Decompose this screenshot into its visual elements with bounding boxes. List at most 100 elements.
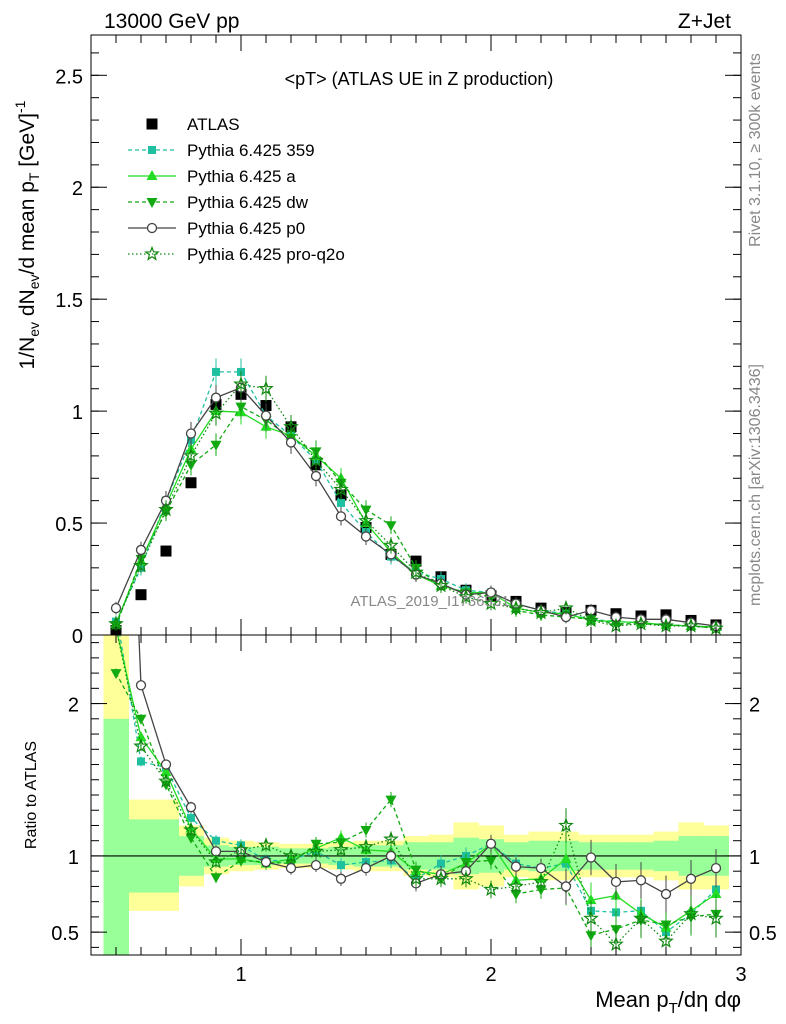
y-tick-label: 1.5: [55, 290, 83, 312]
pq2o-point: [358, 512, 374, 528]
pq2o-ratio-point: [308, 843, 324, 858]
pq2o-point: [233, 376, 249, 391]
dw-point: [235, 402, 247, 413]
pq2o-ratio-point: [683, 905, 699, 921]
pq2o-point: [408, 564, 424, 580]
ratio-series-a: [117, 635, 722, 947]
p0-point: [335, 511, 347, 522]
pq2o-point: [383, 537, 399, 553]
p0-point: [285, 437, 297, 448]
p0-ratio-point: [385, 850, 397, 862]
a-ratio-point: [585, 894, 597, 905]
dw-ratio-point: [185, 833, 197, 844]
main-panel: 0 0.5 1 1.5 2 2.5 <pT> (ATLAS UE in Z product…: [12, 34, 742, 648]
legend-marker: [144, 245, 160, 261]
ratio-y-tick-label-right: 1: [749, 847, 760, 869]
dw-ratio-line: [115, 672, 717, 936]
p359-point: [212, 367, 220, 376]
ratio-panel: 0.5 0.5 1 1 2 2 1 2 3 Ratio to ATLAS Mean pT/dη …: [23, 634, 777, 1017]
pq2o-point: [533, 604, 549, 620]
y-tick-label: 0.5: [55, 514, 83, 536]
p359-line: [115, 371, 717, 628]
pq2o-ratio-point: [283, 847, 299, 863]
p0-ratio-point: [185, 802, 197, 813]
p0-ratio-point: [485, 838, 497, 849]
ratio-y-tick-label: 0.5: [51, 923, 79, 945]
a-ratio-point: [135, 731, 147, 742]
ratio-y-tick-label-right: 2: [749, 695, 760, 717]
legend: ATLAS Pythia 6.425 359 Pythia 6.425 a Pythi…: [128, 115, 345, 264]
p0-ratio-line: [138, 635, 717, 895]
ratio-series-p359: [119, 635, 720, 951]
pq2o-point: [258, 380, 274, 396]
dw-ratio-point: [360, 826, 372, 837]
series-pq2o: [108, 371, 724, 635]
dw-point: [210, 440, 222, 451]
pq2o-ratio-point: [133, 737, 149, 753]
p0-point: [135, 544, 147, 556]
legend-entry: Pythia 6.425 p0: [128, 219, 305, 238]
pq2o-point: [133, 557, 149, 573]
p0-point: [185, 428, 197, 439]
p0-ratio-point: [710, 862, 722, 874]
pq2o-ratio-point: [333, 841, 349, 857]
ratio-series-p0: [135, 635, 722, 913]
legend-label: Pythia 6.425 dw: [187, 193, 309, 212]
legend-marker: [146, 198, 158, 208]
p0-line: [115, 386, 717, 627]
uncertainty-bands: [103, 635, 729, 955]
rivet-label: Rivet 3.1.10, ≥ 300k events: [747, 53, 764, 247]
p0-ratio-point: [535, 862, 547, 874]
pq2o-ratio-point: [433, 870, 449, 886]
legend-label: Pythia 6.425 p0: [187, 219, 305, 238]
legend-marker: [146, 118, 158, 130]
pq2o-point: [583, 612, 599, 628]
pq2o-ratio-point: [458, 870, 474, 886]
p0-point: [110, 602, 122, 614]
pq2o-line: [115, 383, 717, 629]
watermark-label: ATLAS_2019_I1736531: [350, 593, 509, 610]
p0-point: [360, 531, 372, 542]
green-band-bin: [103, 718, 129, 955]
p0-ratio-point: [260, 856, 272, 868]
ratio-y-tick-label-right: 0.5: [749, 923, 777, 945]
dw-ratio-point: [135, 714, 147, 725]
legend-marker: [148, 146, 156, 154]
pq2o-point: [158, 501, 174, 517]
p0-ratio-point: [685, 873, 697, 884]
p359-ratio-point: [137, 757, 145, 766]
energy-label: 13000 GeV pp: [104, 10, 239, 33]
p0-ratio-point: [510, 861, 522, 872]
p0-ratio-point: [310, 859, 322, 871]
p0-ratio-point: [560, 881, 572, 892]
p0-point: [310, 470, 322, 482]
pq2o-point: [283, 418, 299, 434]
pq2o-ratio-point: [583, 910, 599, 926]
p0-ratio-point: [610, 876, 622, 888]
pq2o-point: [183, 447, 199, 463]
ratio-y-tick-label: 1: [68, 847, 79, 869]
legend-label: ATLAS: [187, 115, 240, 134]
process-label: Z+Jet: [678, 10, 731, 33]
y-tick-label: 1: [72, 402, 83, 424]
p0-ratio-point: [660, 888, 672, 900]
p359-ratio-point: [437, 859, 445, 868]
x-tick-label: 2: [485, 964, 496, 986]
legend-label: Pythia 6.425 pro-q2o: [187, 245, 345, 264]
pq2o-point: [483, 595, 499, 611]
p0-point: [210, 392, 222, 403]
dw-ratio-point: [210, 873, 222, 884]
x-tick-label: 1: [235, 964, 246, 986]
pq2o-point: [508, 599, 524, 615]
legend-label: Pythia 6.425 359: [187, 141, 315, 160]
legend-marker: [146, 222, 158, 234]
legend-marker: [146, 170, 158, 180]
chart-title: <pT> (ATLAS UE in Z production): [285, 69, 554, 89]
p359-point: [337, 498, 345, 507]
dw-point: [385, 521, 397, 532]
p0-ratio-point: [635, 875, 647, 886]
series-p359: [112, 358, 720, 633]
p0-point: [260, 410, 272, 421]
pq2o-ratio-point: [158, 773, 174, 788]
pq2o-ratio-point: [633, 910, 649, 926]
